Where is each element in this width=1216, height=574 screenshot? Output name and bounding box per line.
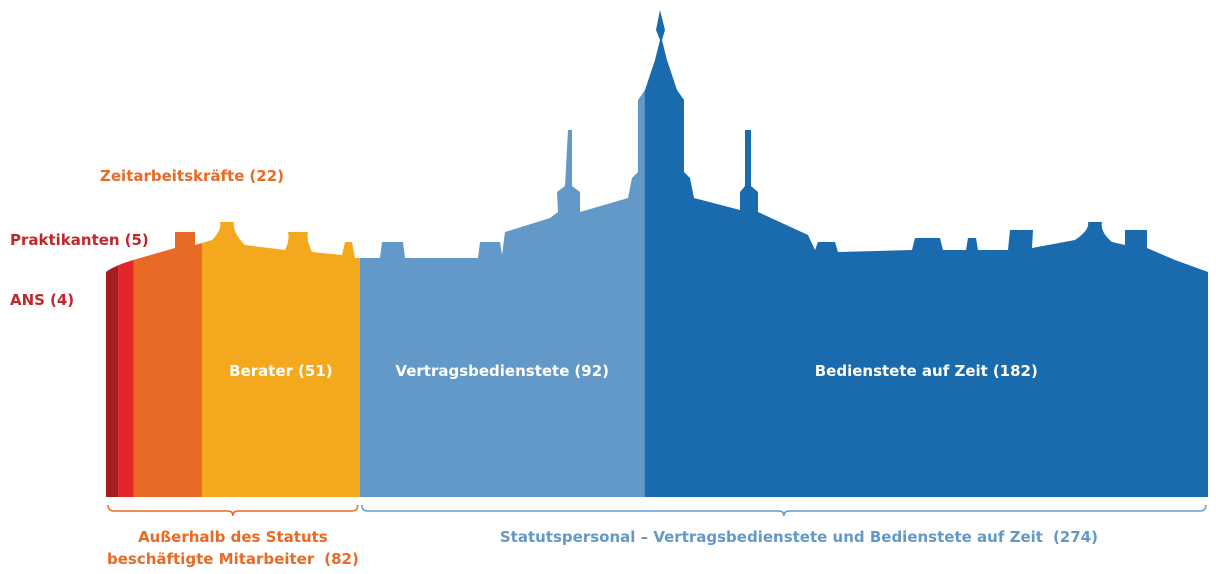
group-name: Außerhalb des Statuts [138,528,328,546]
building [106,0,1208,497]
segment [134,0,202,497]
category-name: Praktikanten [10,231,120,249]
group-label: Statutspersonal – Vertragsbedienstete un… [500,528,1098,546]
group-value-label: (82) [324,550,359,568]
group-label: Außerhalb des Statuts [138,528,328,546]
category-name: Bedienstete auf Zeit [815,362,988,380]
segment-label: Zeitarbeitskräfte (22) [100,167,284,185]
value-label: (51) [298,362,333,380]
segment [645,0,1208,497]
category-name: ANS [10,291,45,309]
value-label: (182) [993,362,1038,380]
category-name: Zeitarbeitskräfte [100,167,244,185]
segment-label: ANS (4) [10,291,74,309]
group-label: beschäftigte Mitarbeiter (82) [107,550,359,568]
category-name: Berater [229,362,293,380]
segment [202,0,360,497]
group-value-label: (274) [1053,528,1098,546]
group-name: Statutspersonal – Vertragsbedienstete un… [500,528,1043,546]
group-bracket [362,505,1206,516]
segment [360,0,645,497]
segment-label: Vertragsbedienstete (92) [395,362,609,380]
value-label: (22) [249,167,284,185]
group-name: beschäftigte Mitarbeiter [107,550,315,568]
segment-label: Bedienstete auf Zeit (182) [815,362,1038,380]
segment [118,0,133,497]
category-name: Vertragsbedienstete [395,362,569,380]
value-label: (92) [574,362,609,380]
chart: ANS (4) Praktikanten (5) Zeitarbeitskräfte (2… [0,0,1216,574]
value-label: (5) [125,231,149,249]
group-bracket [108,505,358,516]
value-label: (4) [50,291,74,309]
segment-label: Praktikanten (5) [10,231,149,249]
segment [106,0,118,497]
segment-label: Berater (51) [229,362,332,380]
